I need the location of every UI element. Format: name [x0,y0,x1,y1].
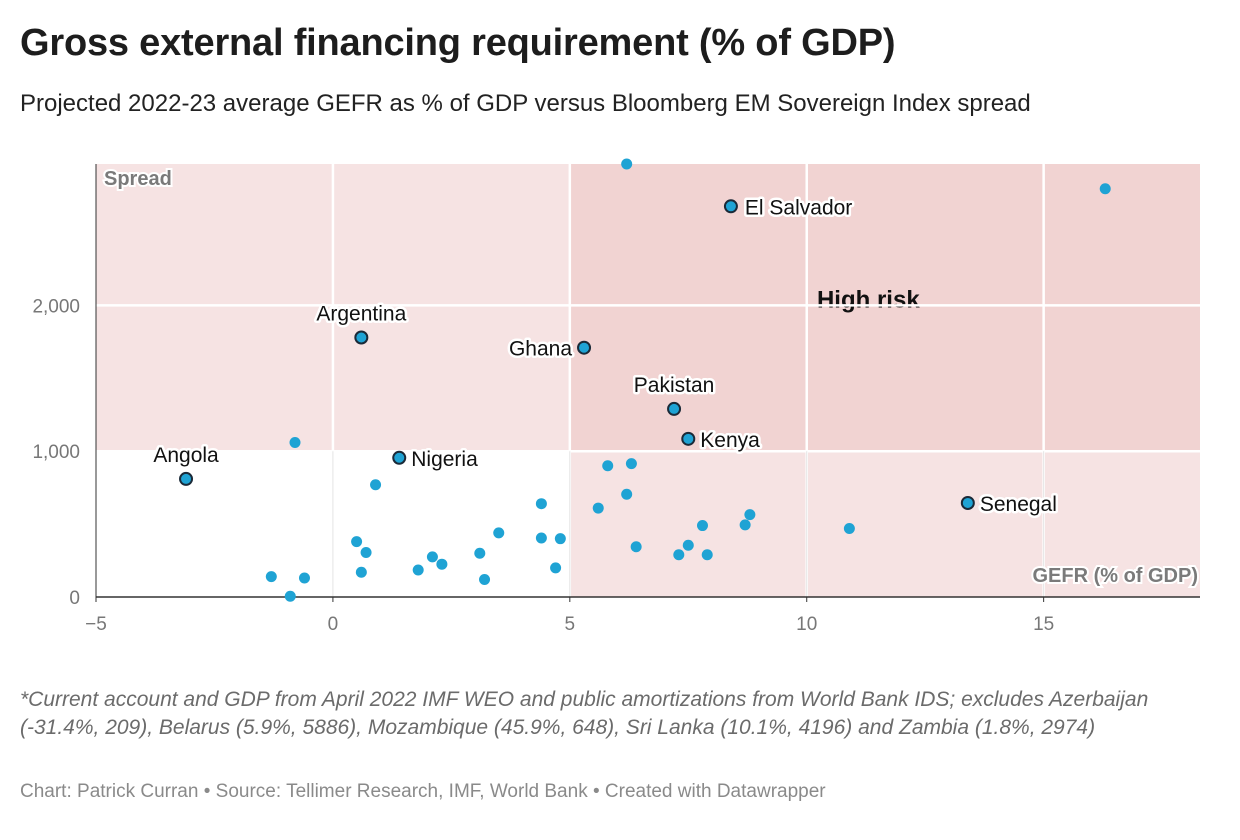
y-tick-label: 0 [69,588,80,609]
point-label-el-salvador: El Salvador [745,196,852,219]
data-point [284,590,296,602]
x-tick-label: 0 [328,614,339,635]
data-point-senegal [960,495,975,510]
data-point [535,498,547,510]
data-point-angola [179,471,194,486]
y-tick-label: 1,000 [32,442,80,463]
x-axis-label: GEFR (% of GDP) [1032,565,1198,587]
data-point [621,158,633,170]
point-label-nigeria: Nigeria [411,448,478,471]
y-tick-label: 2,000 [32,296,80,317]
data-point [412,564,424,576]
chart-subtitle: Projected 2022-23 average GEFR as % of G… [20,90,1031,117]
data-point-ghana [577,340,592,355]
data-point-kenya [681,431,696,446]
data-point [426,551,438,563]
point-label-pakistan: Pakistan [634,374,715,397]
data-point [550,562,562,574]
data-point [493,527,505,539]
data-point [436,558,448,570]
data-labels: El Salvador Argentina Ghana Pakistan Kenya Ni… [151,194,1060,519]
data-point [265,571,277,583]
data-point [298,572,310,584]
point-label-kenya: Kenya [700,429,760,452]
x-tick-label: −5 [85,614,107,635]
data-point [696,520,708,532]
data-point [1099,183,1111,195]
x-tick-label: 5 [565,614,576,635]
point-label-senegal: Senegal [980,493,1057,516]
data-point [602,460,614,472]
data-point [474,547,486,559]
data-point [592,502,604,514]
data-point [554,533,566,545]
data-point [535,532,547,544]
chart-title: Gross external financing requirement (% … [20,22,896,64]
data-point [739,519,751,531]
data-point [289,436,301,448]
footnote: *Current account and GDP from April 2022… [20,688,1149,739]
point-label-argentina: Argentina [316,302,406,325]
data-point [625,458,637,470]
data-point [360,547,372,559]
data-point-argentina [354,330,369,345]
source-credit: Chart: Patrick Curran • Source: Tellimer… [20,781,826,802]
data-point [479,574,491,586]
data-point [843,522,855,534]
data-point [351,536,363,548]
x-tick-label: 10 [796,614,817,635]
region-2 [569,451,1200,597]
data-point [630,541,642,553]
data-point [682,539,694,551]
data-point [673,549,685,561]
gridlines [96,164,1200,597]
data-point [370,479,382,491]
data-point [621,488,633,500]
data-point-nigeria [392,450,407,465]
point-label-ghana: Ghana [509,338,572,361]
data-point [355,566,367,578]
data-point-pakistan [667,401,682,416]
data-points [179,158,1111,602]
point-label-angola: Angola [153,444,219,467]
data-point-el-salvador [723,199,738,214]
region-label-high-risk: High risk [817,286,920,313]
data-point [744,509,756,521]
risk-regions: High risk [96,164,1200,597]
x-tick-label: 15 [1033,614,1054,635]
y-axis-label: Spread [104,168,172,190]
data-point [701,549,713,561]
